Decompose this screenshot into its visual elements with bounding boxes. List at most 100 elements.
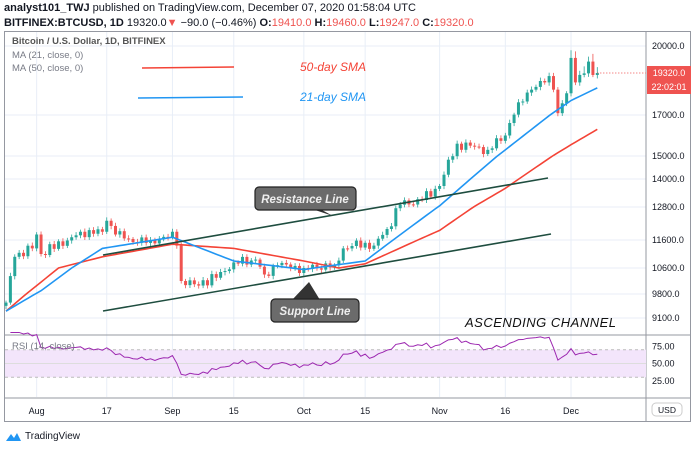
candle bbox=[490, 146, 494, 153]
candle-body bbox=[70, 237, 74, 241]
candle-body bbox=[214, 274, 218, 278]
candle-body bbox=[254, 259, 258, 261]
price-tick-label: 14000.0 bbox=[652, 174, 685, 184]
candle bbox=[83, 228, 87, 240]
candle bbox=[346, 245, 350, 252]
candle-body bbox=[241, 256, 245, 264]
candle-body bbox=[197, 284, 201, 286]
candle-body bbox=[416, 199, 420, 205]
support-label: Support Line bbox=[280, 306, 352, 318]
candle bbox=[486, 146, 490, 156]
rsi-tick-label: 75.00 bbox=[652, 341, 675, 351]
candle bbox=[582, 66, 586, 78]
candle bbox=[389, 223, 393, 232]
candle bbox=[57, 239, 61, 251]
candle-body bbox=[560, 103, 564, 114]
sma50-line bbox=[5, 128, 598, 312]
candle-body bbox=[236, 262, 240, 264]
time-tick-label: Dec bbox=[563, 406, 580, 416]
candle-body bbox=[495, 138, 499, 149]
candle-body bbox=[311, 264, 315, 269]
candle bbox=[192, 277, 196, 288]
legend-title: Bitcoin / U.S. Dollar, 1D, BITFINEX bbox=[12, 36, 166, 47]
candle bbox=[78, 229, 82, 239]
candle bbox=[512, 112, 516, 127]
candle bbox=[22, 249, 26, 260]
candle-body bbox=[442, 174, 446, 186]
candle-body bbox=[131, 238, 135, 243]
candle bbox=[538, 77, 542, 91]
countdown-label: 22:02:01 bbox=[651, 82, 686, 92]
candle bbox=[179, 242, 183, 284]
author: analyst101_TWJ bbox=[4, 2, 90, 14]
candle-body bbox=[26, 245, 30, 257]
open-value: 19410.0 bbox=[271, 17, 312, 29]
candle-body bbox=[552, 76, 555, 90]
candle bbox=[359, 237, 363, 251]
candle-body bbox=[319, 268, 323, 270]
candle bbox=[499, 135, 503, 144]
tradingview-logo[interactable]: TradingView bbox=[4, 430, 80, 442]
candle-body bbox=[100, 229, 104, 232]
candle-body bbox=[398, 204, 402, 209]
legend-rsi: RSI (14, close) bbox=[12, 341, 75, 352]
candle bbox=[100, 226, 104, 235]
candle bbox=[416, 196, 420, 208]
candle bbox=[284, 259, 288, 267]
publish-text: published on TradingView.com, December 0… bbox=[92, 2, 416, 14]
price-tick-label: 17000.0 bbox=[652, 110, 685, 120]
candle bbox=[8, 272, 12, 305]
candle bbox=[13, 254, 17, 280]
price-tick-label: 10600.0 bbox=[652, 263, 685, 273]
candle bbox=[96, 226, 100, 237]
candle-body bbox=[284, 262, 288, 265]
candle bbox=[52, 240, 56, 253]
candle-body bbox=[464, 142, 468, 150]
candle-body bbox=[210, 274, 214, 286]
candle-body bbox=[30, 245, 34, 249]
candle-body bbox=[83, 231, 87, 238]
candle-body bbox=[92, 230, 96, 234]
candle bbox=[455, 140, 459, 160]
candle-body bbox=[13, 256, 17, 277]
candle bbox=[74, 232, 78, 240]
candle bbox=[188, 277, 192, 288]
candle bbox=[337, 257, 341, 269]
candle bbox=[43, 251, 47, 259]
sma50-marker-line bbox=[141, 66, 235, 69]
candle bbox=[105, 217, 109, 234]
time-tick-label: Sep bbox=[164, 406, 180, 416]
candle-body bbox=[516, 102, 520, 115]
candle bbox=[591, 53, 595, 78]
cloud-logo-icon bbox=[6, 433, 21, 441]
sma21-line bbox=[5, 87, 598, 312]
candle-body bbox=[503, 135, 507, 141]
close-label: C: bbox=[422, 17, 434, 29]
last-price: 19320.0 bbox=[126, 17, 167, 29]
candle bbox=[140, 234, 144, 246]
candle bbox=[65, 237, 69, 249]
candle bbox=[39, 231, 43, 257]
candle-body bbox=[376, 238, 380, 246]
candle-body bbox=[153, 240, 157, 244]
candle bbox=[438, 183, 442, 192]
legend-ma21: MA (21, close, 0) bbox=[12, 50, 84, 61]
candle-body bbox=[429, 191, 433, 197]
candle-body bbox=[57, 241, 61, 249]
candle bbox=[92, 227, 96, 237]
candle bbox=[144, 234, 148, 246]
candle-body bbox=[157, 239, 161, 244]
candle bbox=[26, 243, 30, 259]
candle bbox=[245, 254, 249, 268]
candle-body bbox=[39, 234, 43, 254]
candle-body bbox=[582, 73, 586, 75]
candle-body bbox=[411, 204, 415, 206]
candle-body bbox=[595, 73, 599, 75]
candle-body bbox=[460, 143, 464, 150]
candle bbox=[262, 263, 266, 278]
price-tick-label: 20000.0 bbox=[652, 41, 685, 51]
candle-body bbox=[293, 265, 297, 268]
candle-body bbox=[219, 271, 223, 278]
candle bbox=[30, 242, 34, 252]
